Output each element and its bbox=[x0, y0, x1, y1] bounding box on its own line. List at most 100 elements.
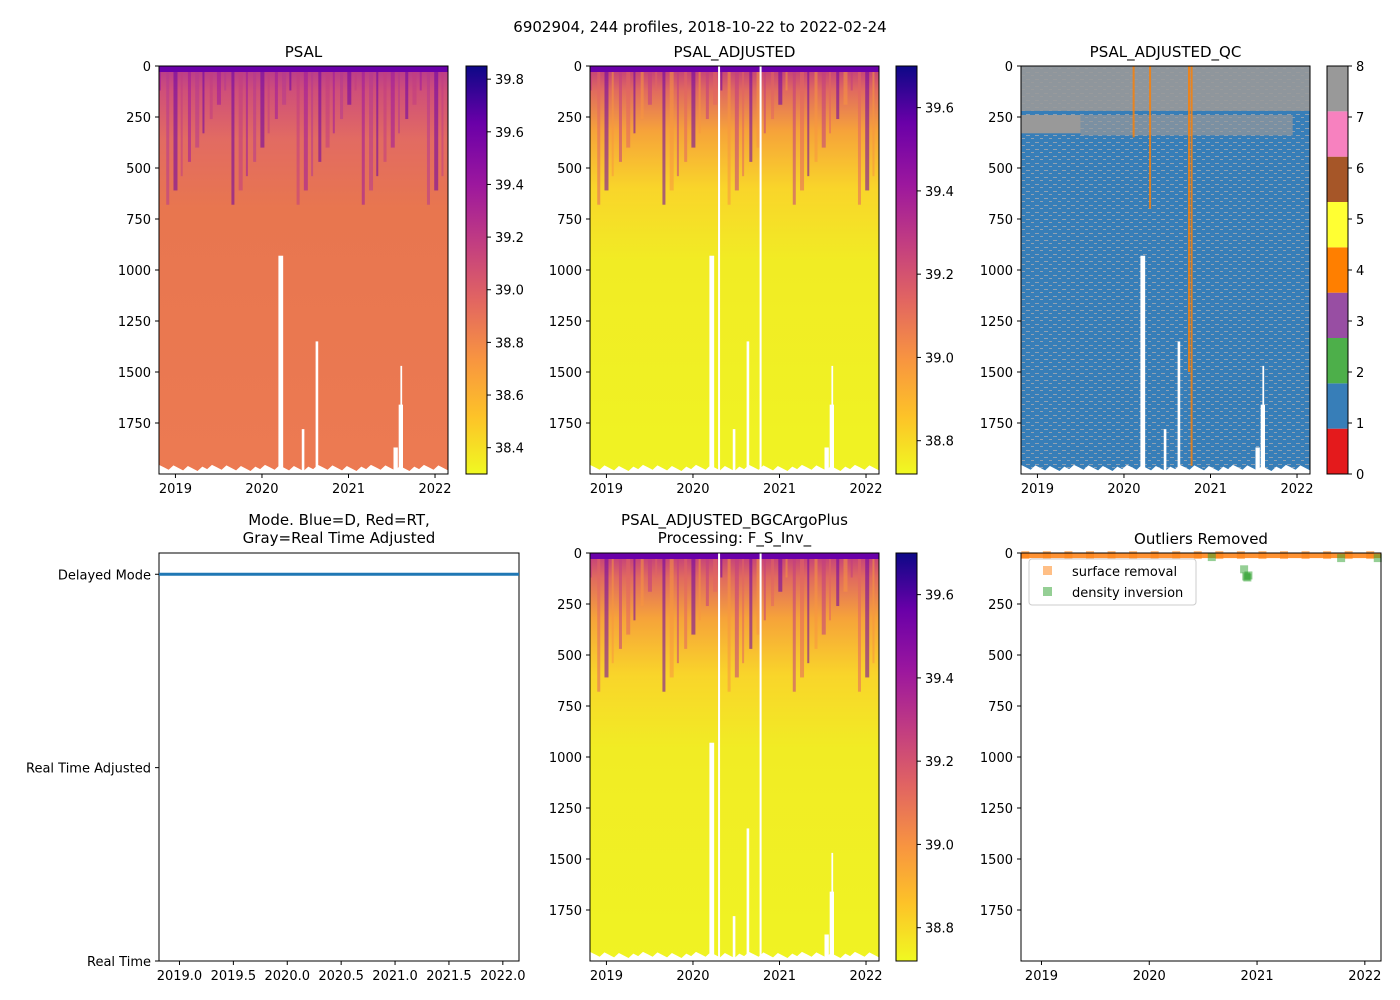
surface-streak bbox=[325, 66, 330, 148]
surface-streak bbox=[691, 553, 696, 635]
depth-limit-mask bbox=[1021, 464, 1310, 474]
surface-streak bbox=[647, 553, 652, 592]
surface-streak bbox=[800, 553, 805, 678]
density-inversion-point bbox=[1373, 554, 1382, 563]
surface-streak bbox=[441, 66, 444, 177]
surface-streak bbox=[669, 66, 674, 191]
surface-streak bbox=[785, 66, 788, 91]
y-tick-label: 750 bbox=[126, 213, 151, 228]
colorbar-tick-label: 38.8 bbox=[925, 435, 954, 450]
y-tick-label: 1250 bbox=[549, 802, 582, 817]
surface-streak bbox=[821, 66, 826, 148]
y-tick-label: 1750 bbox=[118, 417, 151, 432]
surface-streak bbox=[216, 66, 221, 105]
qc-flag4-line bbox=[1132, 66, 1135, 138]
surface-streak bbox=[807, 553, 810, 664]
colorbar-tick-label: 0 bbox=[1356, 468, 1364, 483]
qc-band-flag8 bbox=[1021, 66, 1310, 111]
y-tick-label: 0 bbox=[143, 60, 151, 75]
x-tick-label: 2021 bbox=[763, 969, 796, 984]
y-tick-label: 1500 bbox=[980, 366, 1013, 381]
data-gap bbox=[1163, 429, 1167, 474]
missing-profile-line bbox=[718, 553, 721, 961]
colorbar-gradient bbox=[466, 66, 487, 474]
colorbar-frame bbox=[895, 552, 918, 962]
outliers-axes: Outliers Removed 2019 2020 2021 2022 0 250 500 7… bbox=[980, 530, 1382, 984]
surface-streak bbox=[383, 66, 387, 162]
surface-streak bbox=[857, 66, 861, 205]
psal-adjusted-bgc-axes: PSAL_ADJUSTED_BGCArgoPlus Processing: F_S… bbox=[549, 511, 954, 984]
surface-streak bbox=[303, 66, 308, 191]
surface-streak bbox=[836, 553, 840, 607]
heatmap-field bbox=[159, 66, 448, 474]
surface-streak bbox=[676, 553, 679, 664]
surface-streak bbox=[426, 66, 430, 205]
surface-streak bbox=[274, 66, 278, 120]
x-tick-label: 2021 bbox=[1241, 969, 1274, 984]
colorbar-tick-label: 38.8 bbox=[925, 922, 954, 937]
x-tick-label: 2020.5 bbox=[318, 969, 364, 984]
psal-adjusted-axes: PSAL_ADJUSTED 2019 2020 2021 2022 0 250 500 750 1… bbox=[549, 43, 954, 497]
y-tick-label: 1250 bbox=[980, 802, 1013, 817]
legend-marker bbox=[1043, 566, 1052, 575]
legend-label: density inversion bbox=[1072, 586, 1183, 601]
surface-streak bbox=[626, 553, 631, 635]
axes-title: PSAL_ADJUSTED_BGCArgoPlus Processing: F_S… bbox=[621, 511, 848, 548]
y-tick-label: 750 bbox=[988, 700, 1013, 715]
data-gap bbox=[278, 255, 284, 474]
missing-profile-line bbox=[759, 66, 762, 474]
y-tick-label: 750 bbox=[557, 700, 582, 715]
y-tick-label: 1250 bbox=[549, 315, 582, 330]
surface-streak bbox=[749, 553, 753, 649]
y-tick-label: Real Time bbox=[87, 955, 151, 970]
data-gap bbox=[831, 365, 834, 474]
surface-streak bbox=[647, 66, 652, 105]
y-tick-label: 1750 bbox=[549, 904, 582, 919]
surface-removal-point bbox=[1172, 551, 1181, 560]
colorbar-segment bbox=[1327, 156, 1348, 202]
surface-streak bbox=[354, 66, 357, 91]
x-tick-label: 2020 bbox=[245, 482, 278, 497]
legend-marker bbox=[1043, 587, 1052, 596]
surface-streak bbox=[872, 553, 875, 664]
surface-streak bbox=[676, 66, 679, 177]
surface-band bbox=[590, 66, 879, 72]
surface-streak bbox=[800, 66, 805, 191]
density-inversion-point bbox=[1244, 571, 1253, 580]
colorbar-segment bbox=[1327, 111, 1348, 157]
axes-title: PSAL bbox=[285, 43, 323, 61]
surface-streak bbox=[742, 66, 745, 177]
colorbar-segment bbox=[1327, 292, 1348, 338]
y-tick-label: 250 bbox=[988, 111, 1013, 126]
surface-streak bbox=[720, 66, 723, 91]
surface-removal-point bbox=[1301, 551, 1310, 560]
surface-streak bbox=[865, 66, 870, 191]
axes-title: Outliers Removed bbox=[1134, 530, 1268, 548]
heatmap-field bbox=[590, 66, 879, 474]
colorbar-tick-label: 39.4 bbox=[495, 178, 524, 193]
surface-streak bbox=[369, 66, 374, 191]
qc-band-flag8 bbox=[1021, 114, 1081, 134]
colorbar-tick-label: 39.0 bbox=[495, 284, 524, 299]
surface-streak bbox=[734, 66, 739, 191]
surface-streak bbox=[771, 66, 775, 120]
y-tick-label: 1500 bbox=[549, 366, 582, 381]
axes-title: PSAL_ADJUSTED bbox=[674, 43, 796, 62]
surface-streak bbox=[734, 553, 739, 678]
x-tick-label: 2019 bbox=[159, 482, 192, 497]
data-gap bbox=[1262, 365, 1265, 474]
colorbar-tick-label: 2 bbox=[1356, 366, 1364, 381]
axes-title: PSAL_ADJUSTED_QC bbox=[1090, 43, 1242, 62]
surface-streak bbox=[778, 66, 783, 105]
surface-streak bbox=[872, 66, 875, 177]
colorbar-tick-label: 39.8 bbox=[495, 73, 524, 88]
colorbar-gradient bbox=[896, 66, 917, 474]
x-tick-label: 2019 bbox=[590, 969, 623, 984]
x-tick-label: 2021 bbox=[763, 482, 796, 497]
data-gap bbox=[824, 447, 829, 474]
colorbar-tick-label: 7 bbox=[1356, 111, 1364, 126]
y-tick-label: 1750 bbox=[549, 417, 582, 432]
colorbar-tick-label: 39.2 bbox=[495, 231, 524, 246]
surface-streak bbox=[260, 66, 265, 148]
y-tick-label: 500 bbox=[988, 649, 1013, 664]
